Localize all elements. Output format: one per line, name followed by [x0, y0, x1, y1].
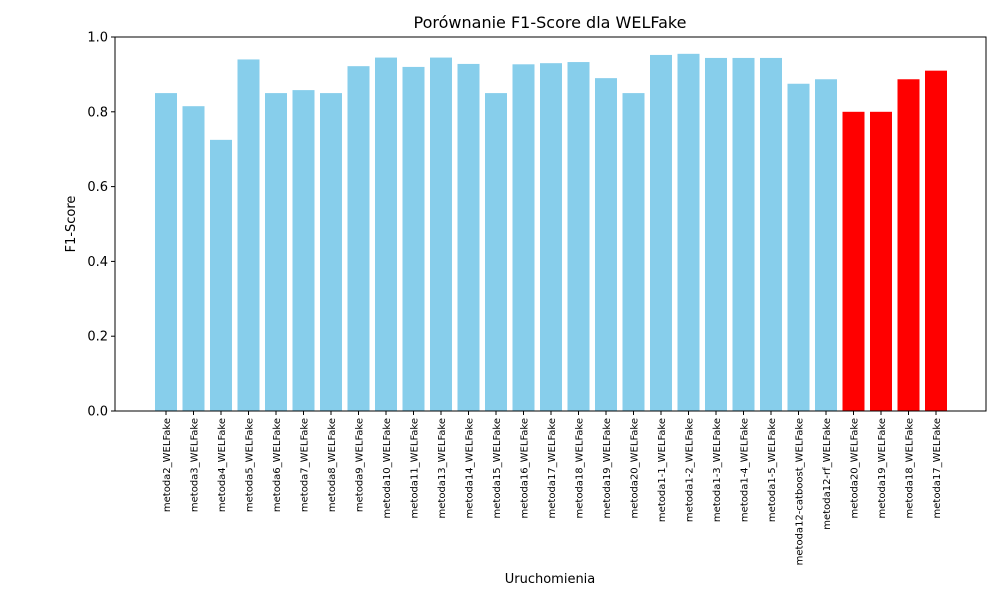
bar-metoda19_WELFake — [870, 111, 892, 412]
x-axis: metoda2_WELFake metoda3_WELFake metoda4_WE… — [162, 411, 943, 565]
x-tick-label: metoda17_WELFake — [547, 418, 558, 518]
bar-metoda4_WELFake — [210, 139, 232, 411]
x-tick-label: metoda12-catboost_WELFake — [795, 418, 806, 565]
bar-metoda14_WELFake — [457, 63, 480, 412]
x-tick-label: metoda6_WELFake — [272, 418, 283, 512]
bars-group — [155, 53, 947, 412]
x-tick-label: metoda20_WELFake — [630, 418, 641, 518]
x-tick-label: metoda11_WELFake — [410, 418, 421, 518]
x-tick-label: metoda19_WELFake — [877, 418, 888, 518]
bar-metoda16_WELFake — [512, 64, 535, 412]
plot-frame — [114, 36, 987, 412]
y-tick-label: 0.2 — [87, 330, 108, 345]
x-tick-label: metoda12-rf_WELFake — [822, 418, 833, 530]
x-tick-label: metoda18_WELFake — [575, 418, 586, 518]
bar-metoda15_WELFake — [485, 93, 507, 411]
bar-metoda18_WELFake — [567, 62, 590, 412]
bar-metoda11_WELFake — [402, 66, 425, 412]
x-tick-label: metoda19_WELFake — [602, 418, 613, 518]
bar-metoda20_WELFake — [622, 93, 645, 411]
x-tick-label: metoda1-5_WELFake — [767, 418, 778, 522]
x-tick-label: metoda16_WELFake — [520, 418, 531, 518]
x-tick-label: metoda4_WELFake — [217, 418, 228, 512]
bar-metoda1-2_WELFake — [677, 53, 700, 411]
bar-metoda17_WELFake — [925, 70, 947, 411]
bar-metoda3_WELFake — [182, 106, 205, 411]
x-tick-label: metoda2_WELFake — [162, 418, 173, 512]
bar-metoda7_WELFake — [292, 90, 315, 412]
bar-metoda1-5_WELFake — [760, 57, 782, 411]
x-tick-label: metoda18_WELFake — [905, 418, 916, 518]
bar-metoda6_WELFake — [265, 93, 287, 411]
x-tick-label: metoda13_WELFake — [437, 418, 448, 518]
bar-metoda1-3_WELFake — [705, 57, 727, 411]
bar-metoda13_WELFake — [430, 57, 452, 411]
bar-metoda20_WELFake — [842, 111, 865, 412]
x-tick-label: metoda7_WELFake — [300, 418, 311, 512]
x-tick-label: metoda10_WELFake — [382, 418, 393, 518]
y-tick-label: 0.4 — [87, 255, 108, 270]
y-tick-label: 0.6 — [87, 180, 108, 195]
bar-metoda1-1_WELFake — [650, 54, 672, 411]
bar-metoda9_WELFake — [347, 66, 370, 412]
bar-metoda18_WELFake — [897, 79, 920, 411]
y-axis: 0.0 0.2 0.4 0.6 0.8 1.0 — [87, 31, 115, 420]
bar-metoda1-4_WELFake — [732, 57, 755, 411]
x-tick-label: metoda8_WELFake — [327, 418, 338, 512]
bar-metoda10_WELFake — [375, 57, 397, 411]
x-tick-label: metoda20_WELFake — [850, 418, 861, 518]
y-axis-label: F1-Score — [64, 196, 79, 253]
chart-title: Porównanie F1-Score dla WELFake — [414, 13, 687, 32]
x-tick-label: metoda3_WELFake — [190, 418, 201, 512]
x-tick-label: metoda17_WELFake — [932, 418, 943, 518]
bar-metoda17_WELFake — [540, 63, 562, 412]
x-tick-label: metoda1-1_WELFake — [657, 418, 668, 522]
x-tick-label: metoda5_WELFake — [245, 418, 256, 512]
bar-metoda5_WELFake — [237, 59, 260, 411]
x-tick-label: metoda1-2_WELFake — [685, 418, 696, 522]
bar-metoda8_WELFake — [320, 93, 342, 411]
bar-metoda12-rf_WELFake — [815, 79, 837, 411]
x-tick-label: metoda9_WELFake — [355, 418, 366, 512]
bar-metoda19_WELFake — [595, 78, 617, 411]
x-tick-label: metoda15_WELFake — [492, 418, 503, 518]
x-tick-label: metoda1-4_WELFake — [740, 418, 751, 522]
x-tick-label: metoda1-3_WELFake — [712, 418, 723, 522]
bar-metoda12-catboost_WELFake — [787, 83, 810, 411]
x-tick-label: metoda14_WELFake — [465, 418, 476, 518]
bar-metoda2_WELFake — [155, 93, 177, 411]
y-tick-label: 0.8 — [87, 105, 108, 120]
y-tick-label: 0.0 — [87, 405, 108, 420]
y-tick-label: 1.0 — [87, 31, 108, 46]
x-axis-label: Uruchomienia — [505, 572, 596, 587]
